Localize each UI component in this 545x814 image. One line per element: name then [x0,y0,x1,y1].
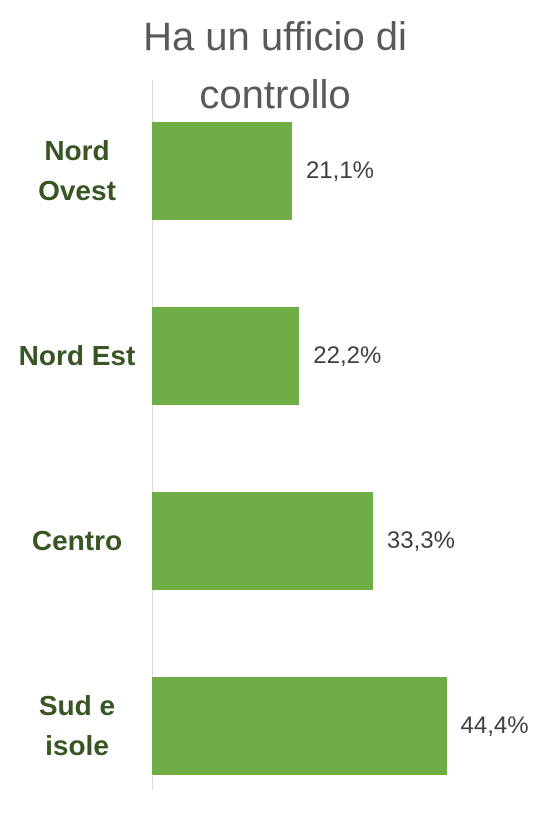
y-tick-label: Nord Est [18,339,136,371]
y-tick-label: Nord Ovest [38,134,116,206]
bar [152,121,292,220]
axis-line [152,80,153,790]
y-tick-label: Centro [31,524,123,556]
value-label: 22,2% [313,341,382,369]
value-label: 44,4% [460,711,529,739]
bar [152,676,447,775]
value-label: 33,3% [386,526,455,554]
y-tick-label: Sud e isole [38,689,116,761]
chart-title: Ha un ufficio di controllo [143,15,407,117]
value-label: 21,1% [305,156,375,184]
bar [152,491,373,590]
bar [152,306,300,405]
